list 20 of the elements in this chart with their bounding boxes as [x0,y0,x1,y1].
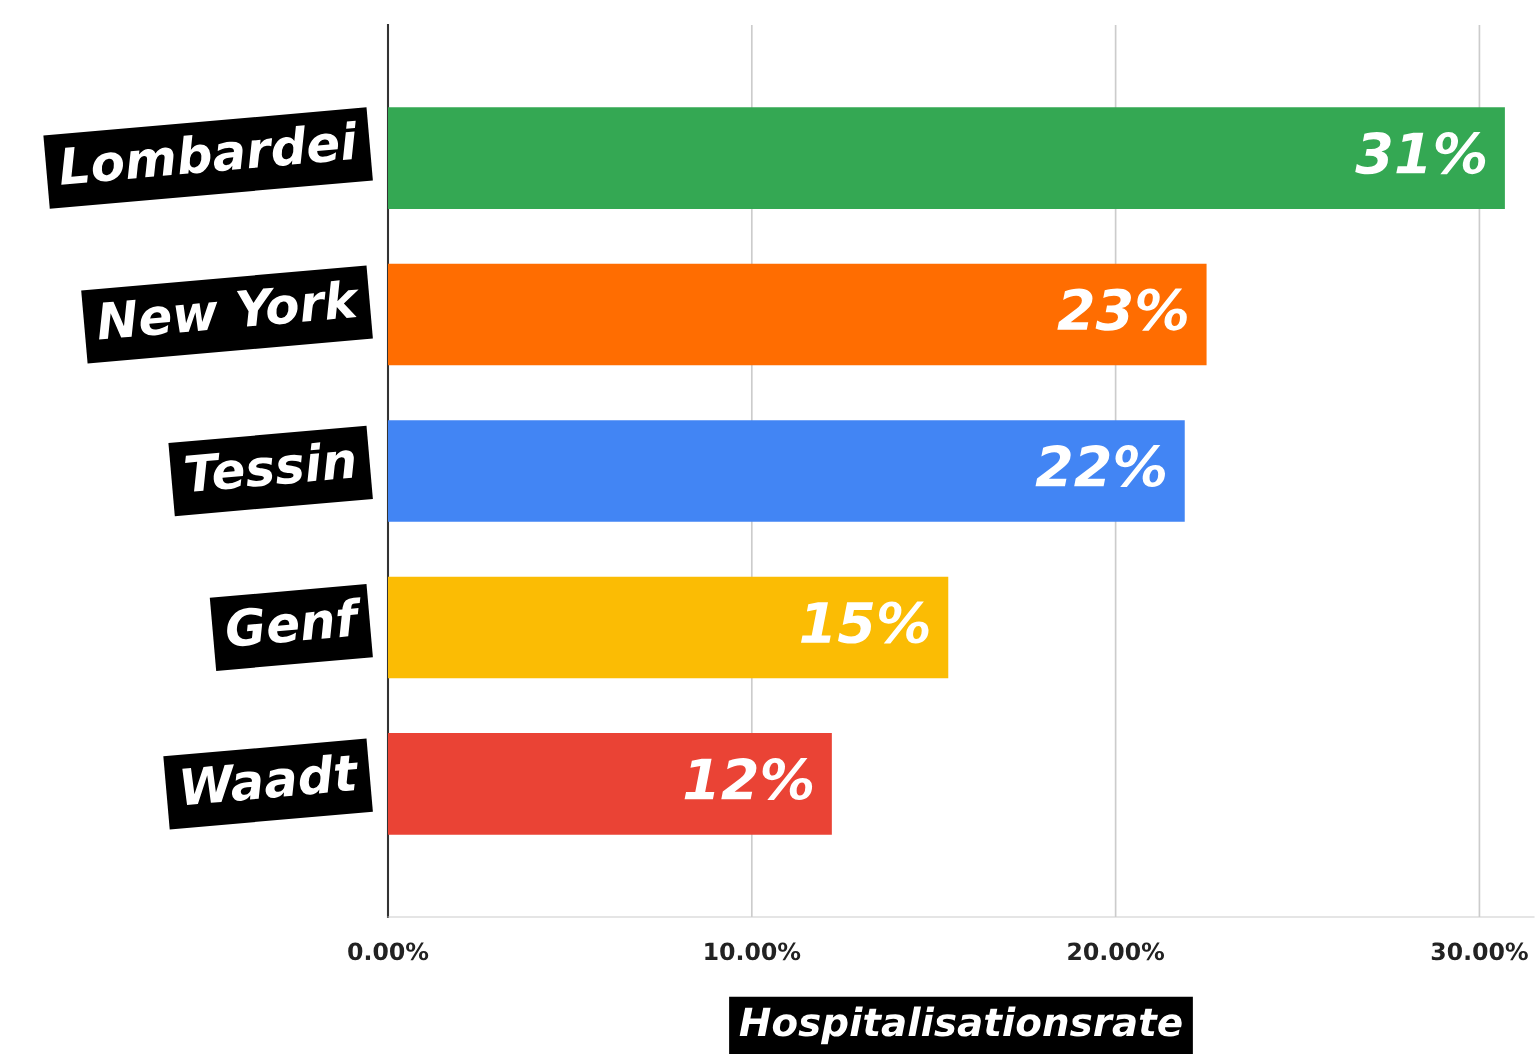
y-tick-label: Waadt [182,751,361,806]
x-tick-label: 0.00% [348,942,429,961]
data-label: 31% [1355,132,1486,175]
bar [388,733,832,835]
y-tick-label: Tessin [184,439,356,493]
data-label: 23% [1057,288,1187,331]
bar [388,576,949,679]
x-tick-label: 10.00% [705,942,801,961]
data-label: 12% [684,758,813,801]
bar [388,263,1207,366]
y-tick-label: Lombardei [57,120,360,186]
x-axis-title: Hospitalisationsrate [739,1006,1182,1045]
x-tick-label: 30.00% [1431,942,1528,961]
bar [388,107,1505,209]
x-tick-label: 20.00% [1068,942,1165,961]
data-label: 15% [801,601,929,644]
y-tick-label: New York [95,278,362,341]
bar [388,420,1185,522]
data-label: 22% [1035,445,1166,488]
y-tick-label: Genf [225,597,364,648]
